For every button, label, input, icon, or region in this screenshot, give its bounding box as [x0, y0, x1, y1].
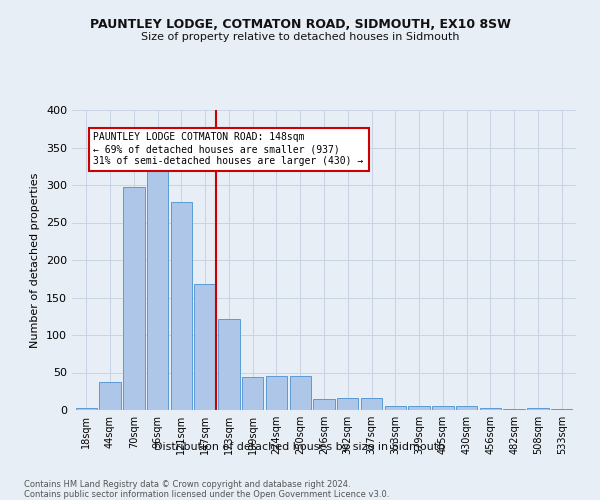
- Bar: [194, 284, 216, 410]
- Text: PAUNTLEY LODGE, COTMATON ROAD, SIDMOUTH, EX10 8SW: PAUNTLEY LODGE, COTMATON ROAD, SIDMOUTH,…: [89, 18, 511, 30]
- Text: Size of property relative to detached houses in Sidmouth: Size of property relative to detached ho…: [141, 32, 459, 42]
- Bar: [456, 406, 478, 410]
- Bar: [551, 409, 572, 410]
- Bar: [503, 408, 525, 410]
- Bar: [337, 398, 358, 410]
- Bar: [313, 399, 335, 410]
- Bar: [242, 377, 263, 410]
- Bar: [432, 406, 454, 410]
- Y-axis label: Number of detached properties: Number of detached properties: [31, 172, 40, 348]
- Bar: [527, 408, 548, 410]
- Bar: [76, 408, 97, 410]
- Text: Contains HM Land Registry data © Crown copyright and database right 2024.
Contai: Contains HM Land Registry data © Crown c…: [24, 480, 389, 500]
- Bar: [147, 164, 168, 410]
- Bar: [100, 382, 121, 410]
- Bar: [361, 398, 382, 410]
- Text: Distribution of detached houses by size in Sidmouth: Distribution of detached houses by size …: [154, 442, 446, 452]
- Bar: [480, 408, 501, 410]
- Bar: [290, 376, 311, 410]
- Bar: [170, 202, 192, 410]
- Bar: [218, 318, 239, 410]
- Bar: [409, 406, 430, 410]
- Bar: [266, 376, 287, 410]
- Text: PAUNTLEY LODGE COTMATON ROAD: 148sqm
← 69% of detached houses are smaller (937)
: PAUNTLEY LODGE COTMATON ROAD: 148sqm ← 6…: [94, 132, 364, 166]
- Bar: [385, 406, 406, 410]
- Bar: [123, 187, 145, 410]
